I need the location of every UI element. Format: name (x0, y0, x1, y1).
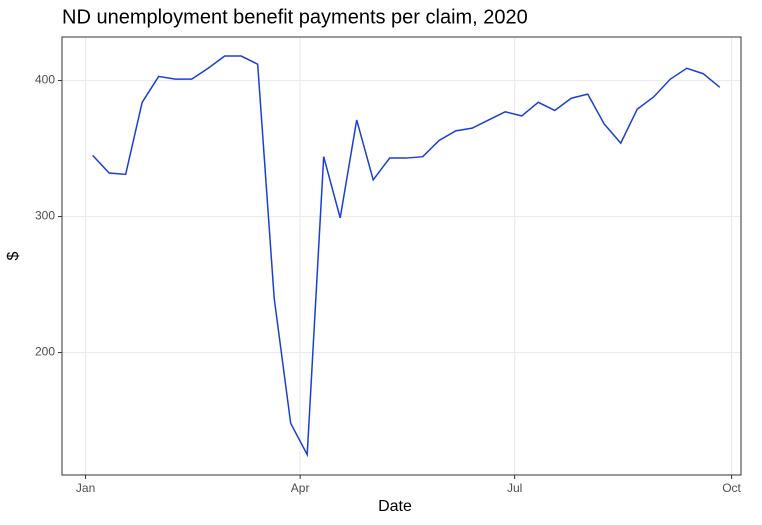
y-axis-label: $ (5, 251, 22, 260)
data-line (92, 55, 721, 458)
x-tick-label: Oct (722, 481, 741, 495)
panel (62, 37, 741, 475)
x-tick-label: Jul (507, 481, 522, 495)
y-tick-label: 200 (35, 345, 55, 359)
chart-title: ND unemployment benefit payments per cla… (62, 6, 528, 28)
x-tick-label: Jan (76, 481, 95, 495)
y-tick-label: 300 (35, 209, 55, 223)
y-tick-label: 400 (35, 73, 55, 87)
x-tick-label: Apr (291, 481, 310, 495)
panel-border (61, 36, 742, 476)
x-axis-label: Date (378, 498, 412, 515)
